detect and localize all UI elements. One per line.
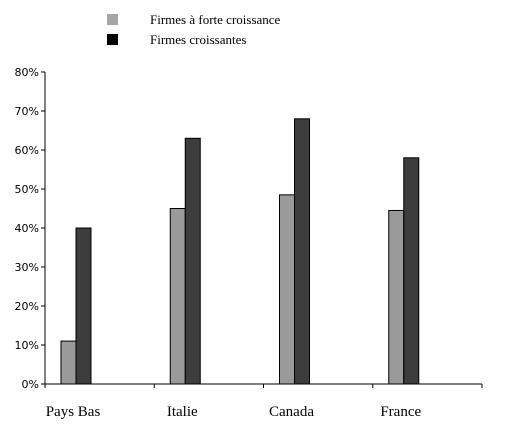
x-tick-label: Italie [167,404,198,420]
legend-label: Firmes à forte croissance [150,12,281,27]
bar [169,208,186,385]
y-tick-label: 0% [22,378,39,391]
x-tick-label: France [380,404,421,420]
legend-label: Firmes croissantes [150,32,246,47]
legend-swatch [107,34,118,45]
y-tick-label: 70% [15,105,39,118]
bar [60,340,77,385]
y-tick-label: 40% [15,222,39,235]
y-tick-label: 30% [15,261,39,274]
bar [75,227,92,385]
bar [294,118,310,385]
bar [279,194,295,385]
legend-swatch [107,14,118,25]
bar [388,209,405,385]
bars [60,118,420,385]
bar [184,137,201,385]
legend-item: Firmes à forte croissance [107,12,281,27]
y-tick-label: 10% [15,339,39,352]
y-tick-label: 50% [15,183,39,196]
y-tick-label: 80% [15,66,39,79]
y-tick-label: 60% [15,144,39,157]
x-tick-label: Canada [269,404,314,420]
bar [403,157,420,385]
x-tick-label: Pays Bas [46,404,101,420]
y-tick-label: 20% [15,300,39,313]
y-axis-ticks: 0% 10% 20% 30% 40% 50% 60% 70% 80% [15,66,45,391]
legend-item: Firmes croissantes [107,32,246,47]
x-axis-ticks: Pays Bas Italie Canada France [44,384,483,420]
legend: Firmes à forte croissance Firmes croissa… [107,12,281,47]
